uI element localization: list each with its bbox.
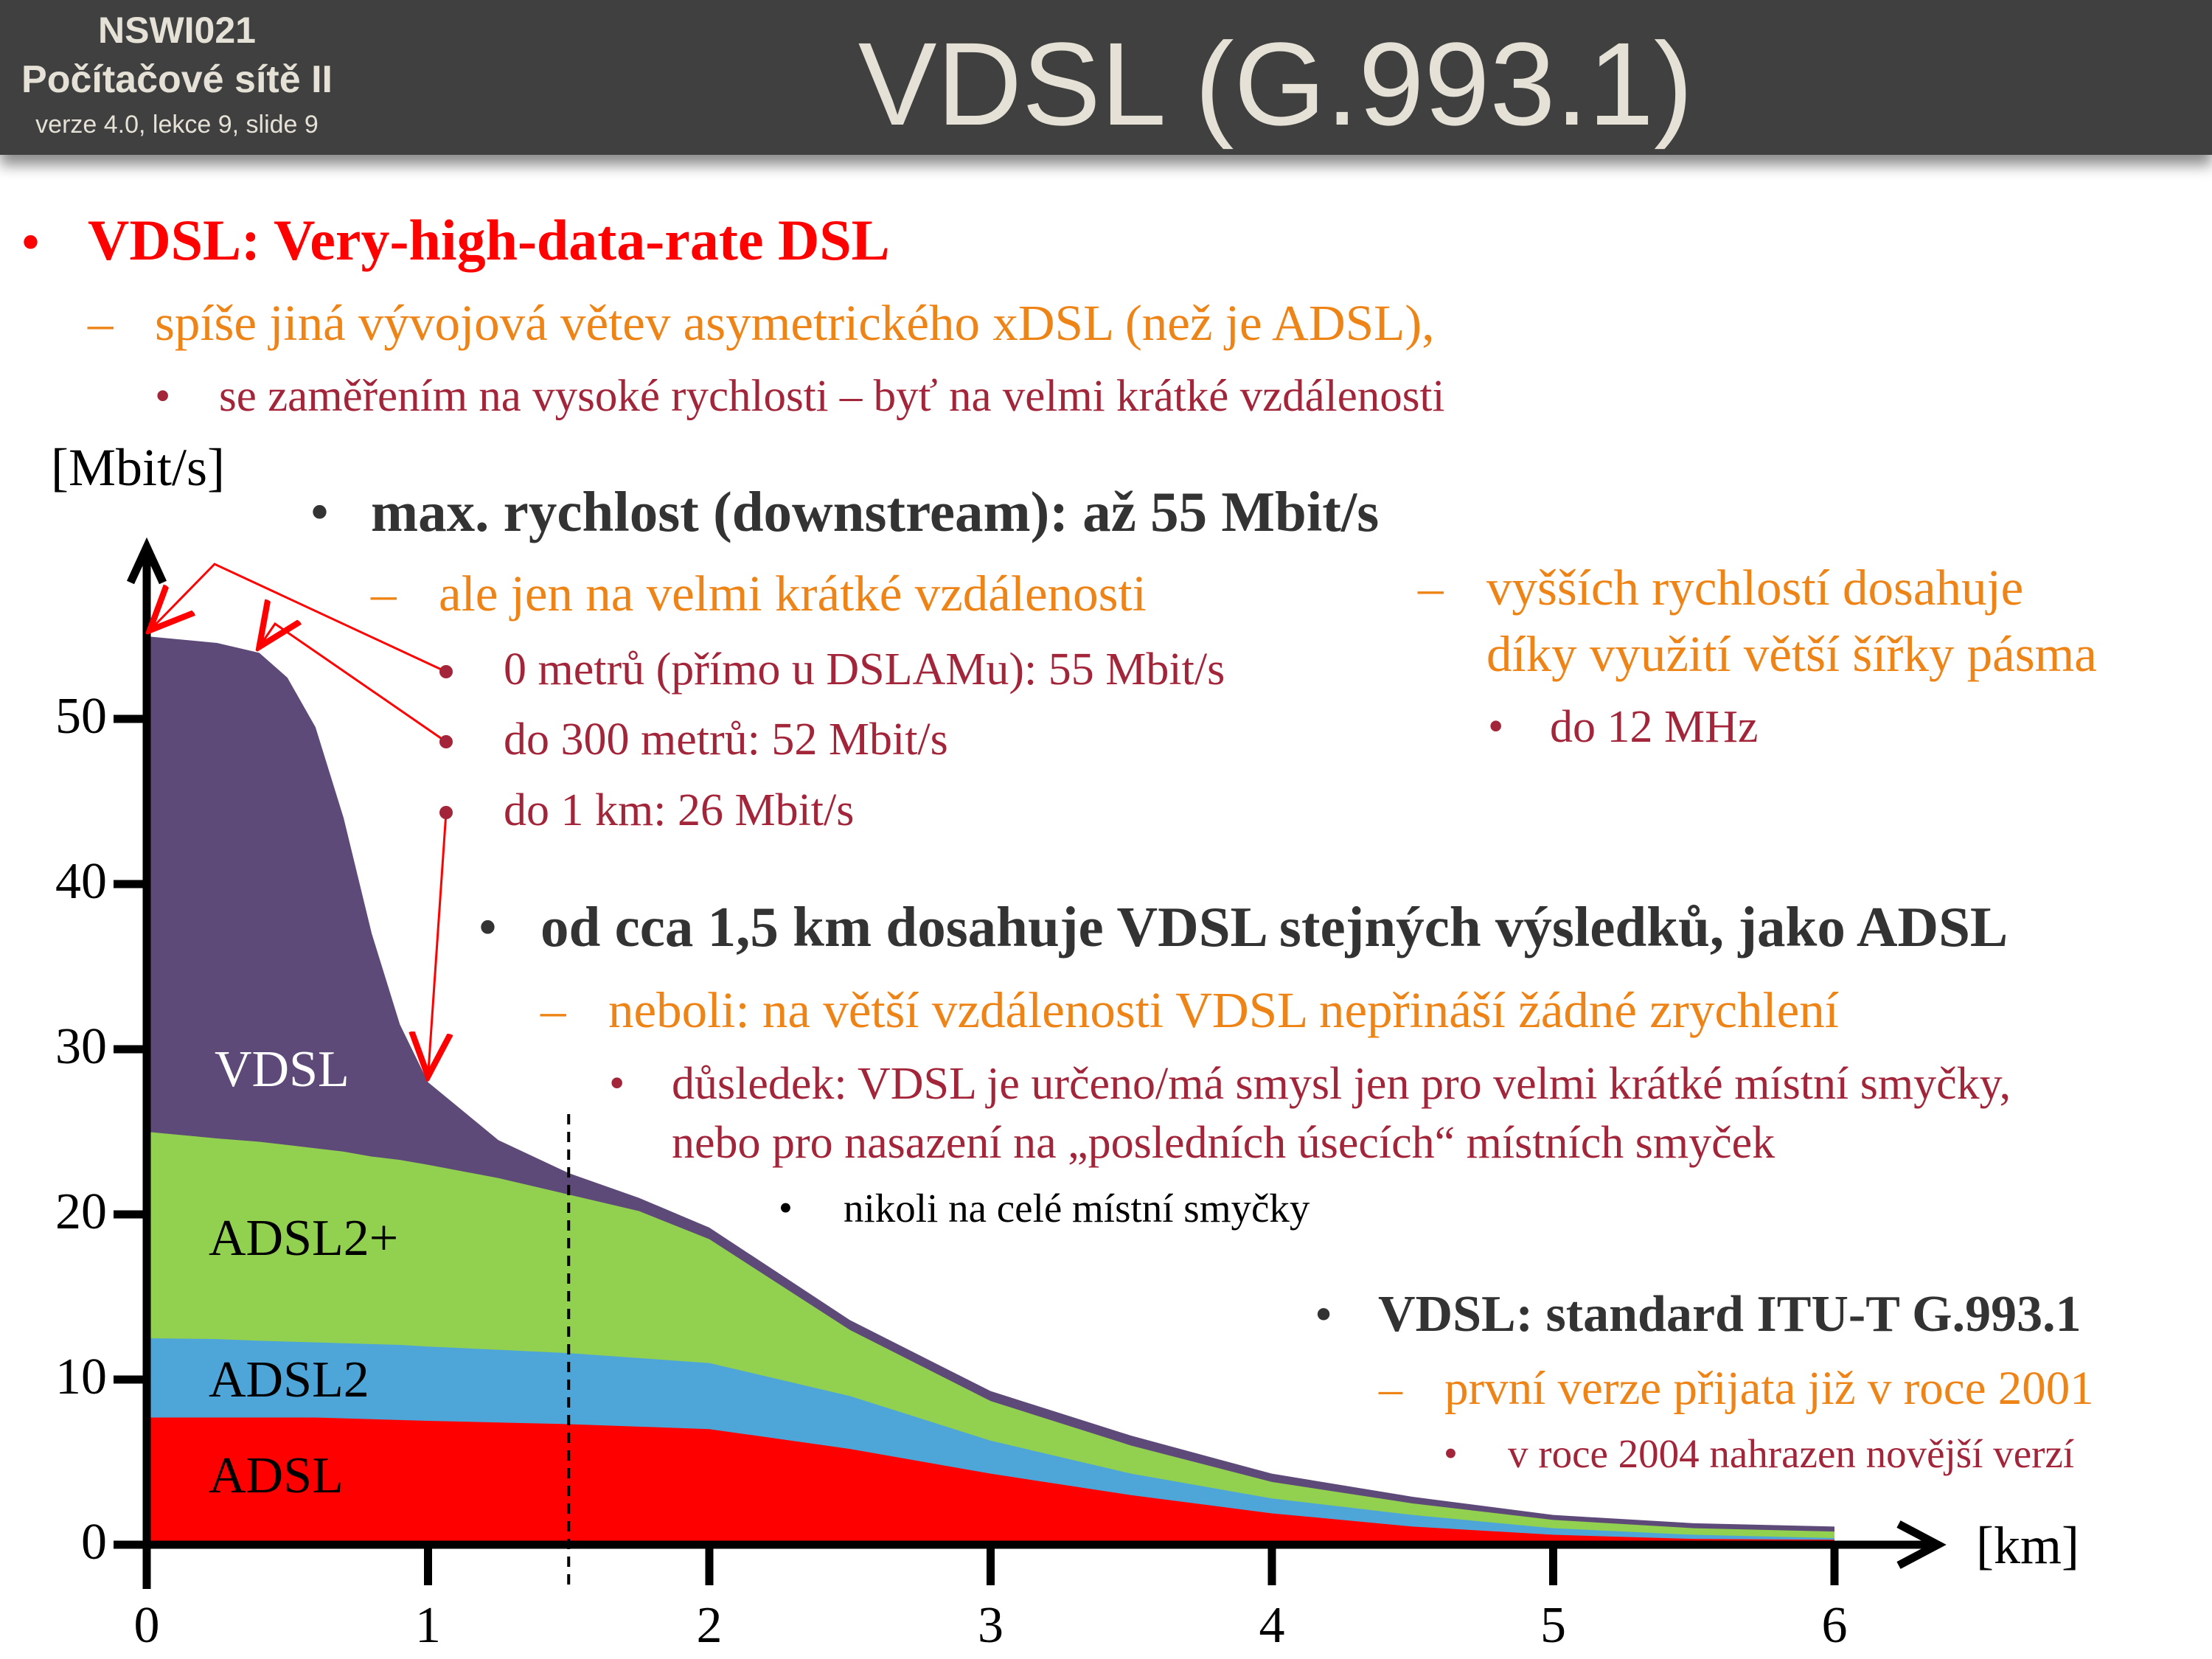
bullet-icon: • — [1488, 702, 1504, 751]
text-sirky-pasma: díky využití větší šířky pásma — [1486, 626, 2097, 682]
annotation-arrow — [150, 563, 447, 673]
x-axis-label: [km] — [1976, 1516, 2079, 1575]
dash-icon: – — [88, 295, 114, 351]
series-label-adsl2plus: ADSL2+ — [209, 1210, 399, 1267]
y-tick-label: 50 — [55, 688, 107, 745]
series-label-adsl2: ADSL2 — [209, 1352, 369, 1408]
course-code: NSWI021 — [98, 10, 256, 51]
annotation-item-0m: 0 metrů (přímo u DSLAMu): 55 Mbit/s — [504, 644, 1225, 695]
y-tick-label: 40 — [55, 853, 107, 910]
dash-icon: – — [371, 566, 397, 622]
x-tick-label: 6 — [1821, 1597, 1848, 1654]
x-tick-label: 0 — [133, 1597, 160, 1654]
annotation-arrow — [260, 624, 447, 743]
text-nikoli: nikoli na celé místní smyčky — [844, 1186, 1310, 1231]
annotation-item-1km: do 1 km: 26 Mbit/s — [504, 785, 855, 835]
text-zamereni: se zaměřením na vysoké rychlosti – byť n… — [219, 372, 1445, 421]
text-od-1-5km: od cca 1,5 km dosahuje VDSL stejných výs… — [540, 895, 2008, 959]
y-axis-label: [Mbit/s] — [51, 438, 226, 497]
course-name: Počítačové sítě II — [21, 58, 333, 101]
dash-icon: – — [1379, 1362, 1402, 1414]
x-tick-label: 1 — [415, 1597, 441, 1654]
bullet-icon — [439, 735, 453, 748]
x-tick-label: 3 — [978, 1597, 1004, 1654]
text-standard: VDSL: standard ITU-T G.993.1 — [1378, 1286, 2081, 1343]
bullet-icon: • — [478, 895, 498, 959]
heading-vdsl: VDSL: Very-high-data-rate DSL — [88, 208, 890, 272]
bullet-icon: • — [1444, 1431, 1458, 1475]
dash-icon: – — [540, 982, 566, 1038]
x-axis-arrow-icon — [1896, 1520, 1947, 1569]
slide-title: VDSL (G.993.1) — [858, 18, 1694, 150]
bullet-icon: • — [779, 1186, 793, 1230]
y-axis-arrow-icon — [127, 537, 167, 585]
y-tick-label: 0 — [81, 1514, 107, 1571]
slide-version: verze 4.0, lekce 9, slide 9 — [35, 111, 319, 139]
x-tick-label: 5 — [1540, 1597, 1566, 1654]
text-vyvojova-vetev: spíše jiná vývojová větev asymetrického … — [155, 295, 1435, 351]
dash-icon: – — [1418, 560, 1444, 616]
bullet-icon: • — [609, 1059, 625, 1108]
bullet-icon: • — [155, 372, 171, 421]
text-vyssich-rychlosti: vyšších rychlostí dosahuje — [1486, 560, 2024, 616]
bullet-icon: • — [1315, 1286, 1333, 1342]
bullet-icon — [439, 665, 453, 678]
bullet-icon: • — [21, 210, 41, 274]
series-label-adsl: ADSL — [209, 1447, 344, 1504]
y-tick-label: 30 — [55, 1018, 107, 1075]
x-tick-label: 4 — [1259, 1597, 1285, 1654]
slide-header: NSWI021 Počítačové sítě II verze 4.0, le… — [0, 0, 2212, 155]
text-12mhz: do 12 MHz — [1550, 702, 1759, 752]
y-tick-label: 10 — [55, 1349, 107, 1405]
text-max-rychlost: max. rychlost (downstream): až 55 Mbit/s — [371, 480, 1380, 543]
text-dusledek-1: důsledek: VDSL je určeno/má smysl jen pr… — [672, 1059, 2011, 1109]
y-tick-label: 20 — [55, 1183, 107, 1240]
text-prvni-verze: první verze přijata již v roce 2001 — [1444, 1362, 2094, 1415]
annotation-item-300m: do 300 metrů: 52 Mbit/s — [504, 714, 948, 765]
text-neboli: neboli: na větší vzdálenosti VDSL nepřin… — [608, 982, 1839, 1038]
text-dusledek-2: nebo pro nasazení na „posledních úsecích… — [672, 1118, 1775, 1168]
bullet-icon — [439, 806, 453, 819]
annotation-arrow — [428, 812, 447, 1077]
text-kratke-vzdalenosti: ale jen na velmi krátké vzdálenosti — [439, 566, 1147, 622]
bullet-icon: • — [310, 480, 330, 543]
series-label-vdsl: VDSL — [215, 1041, 349, 1098]
x-tick-label: 2 — [696, 1597, 723, 1654]
text-roce-2004: v roce 2004 nahrazen novější verzí — [1508, 1431, 2075, 1476]
